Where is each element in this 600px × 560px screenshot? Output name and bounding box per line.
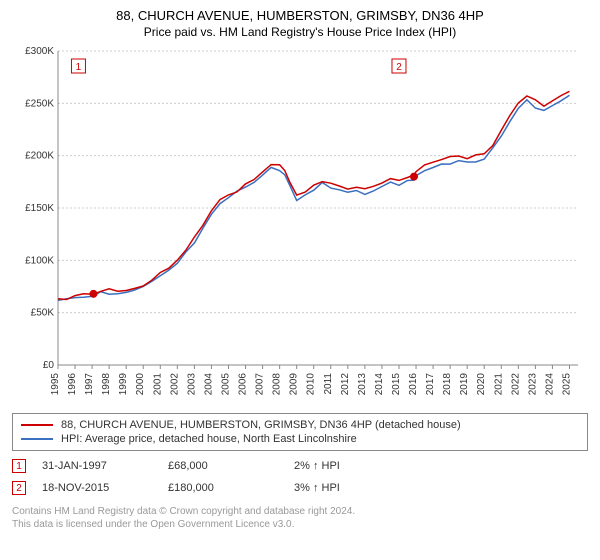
svg-text:2019: 2019 bbox=[459, 373, 470, 396]
svg-text:2012: 2012 bbox=[340, 373, 351, 396]
marker-price: £68,000 bbox=[168, 460, 278, 472]
legend-swatch bbox=[21, 438, 53, 440]
svg-text:2022: 2022 bbox=[510, 373, 521, 396]
svg-text:1: 1 bbox=[76, 62, 82, 73]
svg-text:2003: 2003 bbox=[186, 373, 197, 396]
marker-date: 18-NOV-2015 bbox=[42, 482, 152, 494]
sale-marker-row: 2 18-NOV-2015 £180,000 3% ↑ HPI bbox=[12, 481, 588, 495]
svg-text:1995: 1995 bbox=[50, 373, 61, 396]
svg-text:2010: 2010 bbox=[306, 373, 317, 396]
svg-text:2009: 2009 bbox=[289, 373, 300, 396]
svg-text:2008: 2008 bbox=[272, 373, 283, 396]
legend-item: HPI: Average price, detached house, Nort… bbox=[21, 432, 579, 446]
marker-price: £180,000 bbox=[168, 482, 278, 494]
svg-text:2016: 2016 bbox=[408, 373, 419, 396]
marker-number-box: 2 bbox=[12, 481, 26, 495]
svg-text:2013: 2013 bbox=[357, 373, 368, 396]
svg-text:2011: 2011 bbox=[323, 373, 334, 395]
sale-marker-row: 1 31-JAN-1997 £68,000 2% ↑ HPI bbox=[12, 459, 588, 473]
marker-date: 31-JAN-1997 bbox=[42, 460, 152, 472]
svg-text:2007: 2007 bbox=[255, 373, 266, 396]
price-chart: £0 £50K £100K £150K £200K £250K £300K 1995 1996 1… bbox=[12, 45, 588, 405]
page-title: 88, CHURCH AVENUE, HUMBERSTON, GRIMSBY, … bbox=[12, 8, 588, 23]
svg-text:£50K: £50K bbox=[31, 308, 55, 319]
svg-text:£150K: £150K bbox=[25, 203, 54, 214]
svg-text:2001: 2001 bbox=[152, 373, 163, 396]
svg-text:2015: 2015 bbox=[391, 373, 402, 396]
svg-text:£300K: £300K bbox=[25, 46, 54, 57]
legend-swatch bbox=[21, 424, 53, 426]
svg-text:2020: 2020 bbox=[476, 373, 487, 396]
legend-label: HPI: Average price, detached house, Nort… bbox=[61, 433, 357, 445]
footer-line: Contains HM Land Registry data © Crown c… bbox=[12, 505, 588, 518]
svg-text:1996: 1996 bbox=[67, 373, 78, 396]
marker-number-box: 1 bbox=[12, 459, 26, 473]
svg-text:2025: 2025 bbox=[561, 373, 572, 396]
footer-line: This data is licensed under the Open Gov… bbox=[12, 518, 588, 531]
svg-text:1999: 1999 bbox=[118, 373, 129, 396]
marker-delta: 2% ↑ HPI bbox=[294, 460, 404, 472]
svg-text:1998: 1998 bbox=[101, 373, 112, 396]
svg-text:2024: 2024 bbox=[544, 373, 555, 396]
svg-text:£250K: £250K bbox=[25, 98, 54, 109]
svg-text:2004: 2004 bbox=[203, 373, 214, 396]
svg-text:2: 2 bbox=[396, 62, 402, 73]
svg-text:2018: 2018 bbox=[442, 373, 453, 396]
legend-item: 88, CHURCH AVENUE, HUMBERSTON, GRIMSBY, … bbox=[21, 418, 579, 432]
legend-label: 88, CHURCH AVENUE, HUMBERSTON, GRIMSBY, … bbox=[61, 419, 461, 431]
svg-text:2023: 2023 bbox=[527, 373, 538, 396]
svg-text:2006: 2006 bbox=[238, 373, 249, 396]
svg-text:£100K: £100K bbox=[25, 255, 54, 266]
svg-text:£200K: £200K bbox=[25, 151, 54, 162]
legend: 88, CHURCH AVENUE, HUMBERSTON, GRIMSBY, … bbox=[12, 413, 588, 451]
svg-text:£0: £0 bbox=[43, 360, 55, 371]
page-subtitle: Price paid vs. HM Land Registry's House … bbox=[12, 25, 588, 39]
svg-text:2017: 2017 bbox=[425, 373, 436, 396]
svg-text:2005: 2005 bbox=[220, 373, 231, 396]
marker-delta: 3% ↑ HPI bbox=[294, 482, 404, 494]
svg-text:2021: 2021 bbox=[493, 373, 504, 396]
svg-text:2000: 2000 bbox=[135, 373, 146, 396]
svg-text:2014: 2014 bbox=[374, 373, 385, 396]
footer-attribution: Contains HM Land Registry data © Crown c… bbox=[12, 505, 588, 531]
svg-text:2002: 2002 bbox=[169, 373, 180, 396]
svg-text:1997: 1997 bbox=[84, 373, 95, 396]
